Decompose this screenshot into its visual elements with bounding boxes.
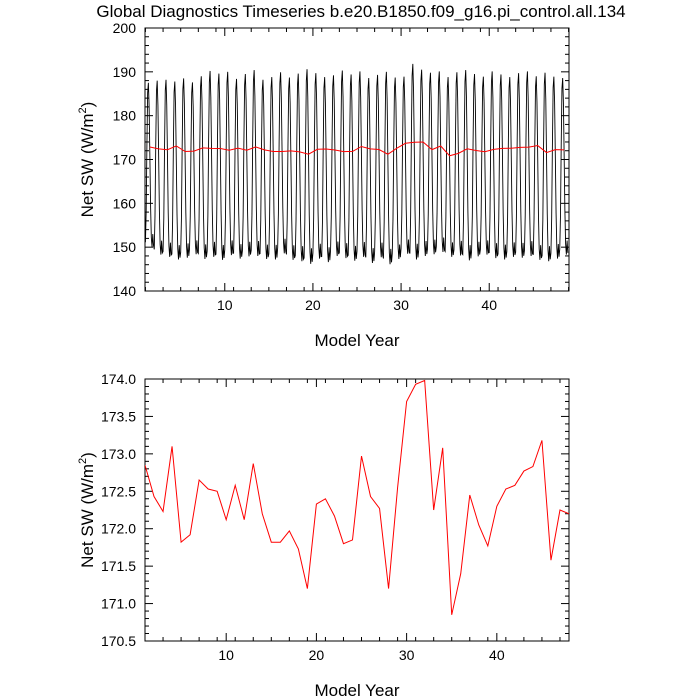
x-tick-label: 40	[481, 297, 497, 313]
annual-mean-line	[149, 141, 565, 157]
y-tick-label: 173.0	[101, 446, 136, 462]
x-axis-title: Model Year	[314, 331, 399, 350]
y-tick-label: 200	[113, 20, 137, 36]
y-tick-label: 150	[113, 239, 137, 255]
y-tick-label: 170	[113, 152, 137, 168]
x-tick-label: 20	[309, 647, 325, 663]
y-axis-title: Net SW (W/m2)	[77, 452, 97, 568]
y-tick-label: 171.0	[101, 596, 136, 612]
y-axis-title: Net SW (W/m2)	[77, 102, 97, 218]
y-tick-label: 173.5	[101, 408, 136, 424]
y-tick-label: 171.5	[101, 558, 136, 574]
monthly-series-line	[144, 63, 569, 265]
annual-panel: 10 20 30 40 170.5 171.0 171.5 172.0 172.5 173.0 17…	[77, 371, 570, 700]
y-tick-label: 160	[113, 195, 137, 211]
y-tick-label: 140	[113, 283, 137, 299]
plot-frame	[144, 378, 570, 642]
annual-series-line	[145, 379, 569, 615]
y-tick-label: 170.5	[101, 633, 136, 649]
chart-title: Global Diagnostics Timeseries b.e20.B185…	[96, 2, 625, 21]
x-tick-label: 10	[217, 297, 233, 313]
y-tick-label: 172.0	[101, 521, 136, 537]
x-tick-label: 10	[218, 647, 234, 663]
y-tick-label: 174.0	[101, 371, 136, 387]
monthly-panel: 10 20 30 40 140 150 160 170 180 190 200 Model Year N…	[77, 20, 570, 350]
x-tick-label: 40	[489, 647, 505, 663]
x-tick-label: 30	[393, 297, 409, 313]
x-tick-label: 30	[399, 647, 415, 663]
y-tick-label: 190	[113, 64, 137, 80]
y-tick-label: 180	[113, 108, 137, 124]
x-axis-title: Model Year	[314, 681, 399, 700]
y-tick-label: 172.5	[101, 483, 136, 499]
x-tick-label: 20	[305, 297, 321, 313]
